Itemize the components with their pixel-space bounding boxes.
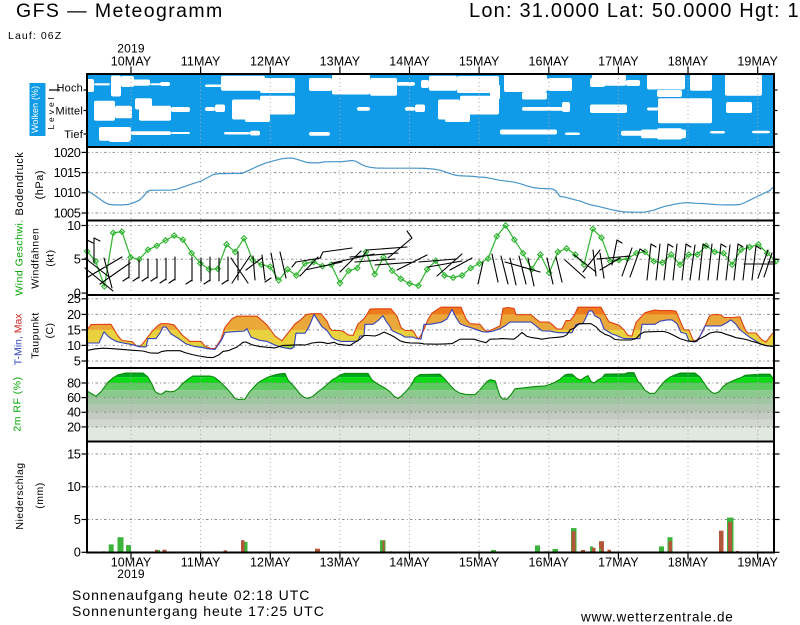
svg-text:19MAY: 19MAY — [737, 556, 778, 570]
svg-text:1015: 1015 — [54, 165, 81, 180]
svg-text:80: 80 — [67, 375, 81, 390]
svg-text:15MAY: 15MAY — [459, 556, 500, 570]
svg-text:11MAY: 11MAY — [181, 556, 221, 570]
svg-text:Lauf: 06Z: Lauf: 06Z — [8, 30, 62, 42]
svg-text:Hoch: Hoch — [57, 83, 83, 95]
svg-text:Sonnenuntergang heute 17:25 UT: Sonnenuntergang heute 17:25 UTC — [72, 603, 325, 619]
svg-text:10MAY: 10MAY — [111, 556, 152, 570]
svg-text:T-Min, Max: T-Min, Max — [13, 313, 25, 366]
svg-text:15: 15 — [67, 446, 81, 461]
svg-text:Niederschlag: Niederschlag — [14, 462, 26, 529]
svg-text:Wind Geschwi.: Wind Geschwi. — [14, 219, 26, 296]
svg-text:0: 0 — [74, 545, 81, 560]
svg-text:2019: 2019 — [117, 567, 145, 581]
svg-text:Level: Level — [46, 94, 56, 129]
svg-text:1010: 1010 — [54, 185, 81, 200]
svg-text:13MAY: 13MAY — [320, 556, 361, 570]
svg-text:2019: 2019 — [117, 42, 145, 56]
svg-text:(C): (C) — [44, 322, 56, 338]
svg-text:12MAY: 12MAY — [250, 54, 291, 68]
svg-text:(kt): (kt) — [45, 249, 57, 266]
svg-text:19MAY: 19MAY — [737, 54, 778, 68]
svg-text:1005: 1005 — [54, 205, 81, 220]
svg-text:5: 5 — [74, 512, 81, 527]
svg-text:18MAY: 18MAY — [668, 556, 709, 570]
svg-text:Wolken (%): Wolken (%) — [30, 86, 40, 133]
svg-text:18MAY: 18MAY — [668, 54, 709, 68]
svg-text:14MAY: 14MAY — [389, 54, 430, 68]
svg-text:15MAY: 15MAY — [459, 54, 500, 68]
svg-text:Sonnenaufgang heute 02:18 UTC: Sonnenaufgang heute 02:18 UTC — [72, 587, 310, 603]
svg-text:Taupunkt: Taupunkt — [30, 312, 42, 359]
svg-text:5: 5 — [74, 353, 81, 368]
svg-text:(mm): (mm) — [34, 482, 46, 509]
svg-text:20: 20 — [67, 419, 81, 434]
svg-text:40: 40 — [67, 405, 81, 420]
svg-text:2m RF (%): 2m RF (%) — [12, 376, 24, 431]
svg-text:GFS — Meteogramm: GFS — Meteogramm — [16, 0, 224, 22]
svg-text:17MAY: 17MAY — [598, 556, 639, 570]
svg-text:10: 10 — [67, 338, 81, 353]
svg-text:www.wetterzentrale.de: www.wetterzentrale.de — [580, 610, 734, 625]
svg-text:12MAY: 12MAY — [250, 556, 291, 570]
svg-text:1020: 1020 — [54, 145, 81, 160]
svg-text:10: 10 — [67, 218, 81, 233]
svg-text:Windfahnen: Windfahnen — [30, 228, 42, 289]
svg-text:(hPa): (hPa) — [34, 170, 46, 199]
svg-text:20: 20 — [67, 307, 81, 322]
svg-text:Mittel: Mittel — [56, 106, 83, 118]
svg-text:10: 10 — [67, 479, 81, 494]
svg-text:Bodendruck: Bodendruck — [14, 152, 26, 216]
svg-text:16MAY: 16MAY — [528, 54, 569, 68]
svg-text:11MAY: 11MAY — [181, 54, 221, 68]
svg-text:16MAY: 16MAY — [528, 556, 569, 570]
svg-text:15: 15 — [67, 322, 81, 337]
svg-text:60: 60 — [67, 390, 81, 405]
svg-text:13MAY: 13MAY — [320, 54, 361, 68]
svg-text:0: 0 — [74, 286, 81, 301]
svg-text:5: 5 — [74, 252, 81, 267]
svg-text:25: 25 — [67, 291, 81, 306]
svg-text:14MAY: 14MAY — [389, 556, 430, 570]
svg-text:10MAY: 10MAY — [111, 54, 152, 68]
svg-text:17MAY: 17MAY — [598, 54, 639, 68]
svg-text:Tief: Tief — [64, 129, 83, 141]
svg-text:Lon: 31.0000 Lat: 50.0000 Hgt:: Lon: 31.0000 Lat: 50.0000 Hgt: 1 — [469, 0, 800, 22]
